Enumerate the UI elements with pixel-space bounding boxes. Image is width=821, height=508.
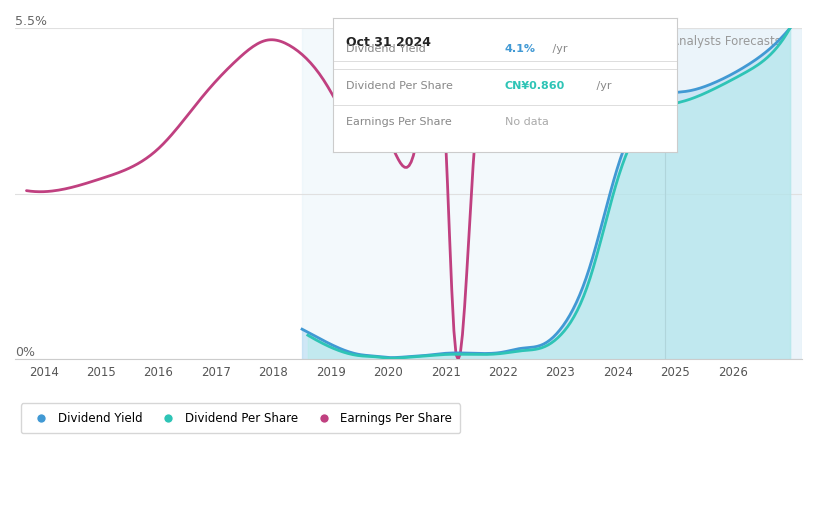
- Bar: [302, 28, 666, 359]
- Text: Dividend Per Share: Dividend Per Share: [346, 81, 453, 91]
- Text: 0%: 0%: [15, 346, 35, 359]
- Text: No data: No data: [505, 117, 548, 127]
- Text: /yr: /yr: [549, 44, 567, 54]
- Text: CN¥0.860: CN¥0.860: [505, 81, 565, 91]
- Text: Earnings Per Share: Earnings Per Share: [346, 117, 452, 127]
- Text: 4.1%: 4.1%: [505, 44, 536, 54]
- Text: Dividend Yield: Dividend Yield: [346, 44, 426, 54]
- Text: /yr: /yr: [594, 81, 612, 91]
- Text: Analysts Forecasts: Analysts Forecasts: [672, 35, 781, 48]
- Text: 5.5%: 5.5%: [15, 15, 47, 28]
- Legend: Dividend Yield, Dividend Per Share, Earnings Per Share: Dividend Yield, Dividend Per Share, Earn…: [21, 403, 461, 433]
- Bar: [666, 28, 801, 359]
- Text: Past: Past: [638, 35, 663, 48]
- Text: Oct 31 2024: Oct 31 2024: [346, 36, 431, 48]
